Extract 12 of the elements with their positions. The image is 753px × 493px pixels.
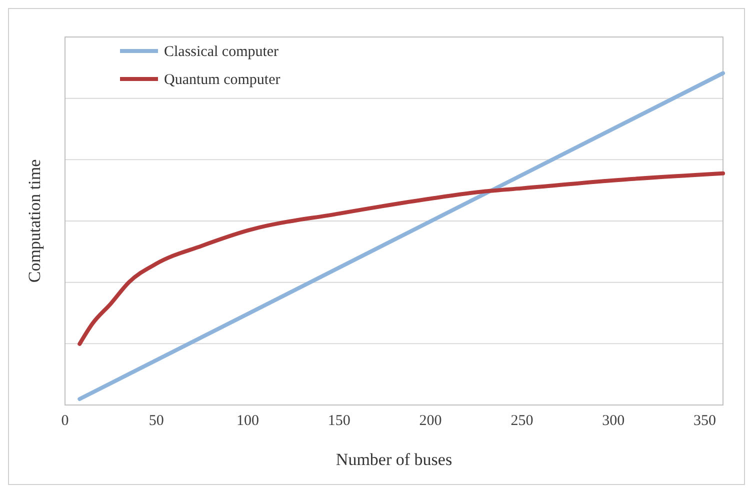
legend-label: Quantum computer: [164, 72, 280, 88]
x-tick-label: 350: [693, 413, 716, 429]
y-axis-title: Computation time: [25, 159, 44, 283]
x-tick-label: 0: [61, 413, 69, 429]
x-tick-label: 150: [328, 413, 350, 429]
x-tick-label: 200: [419, 413, 442, 429]
x-tick-label: 250: [510, 413, 534, 429]
x-axis-title: Number of buses: [336, 450, 452, 469]
x-tick-label: 300: [602, 413, 625, 429]
x-tick-label: 50: [148, 413, 164, 429]
legend-label: Classical computer: [164, 44, 279, 60]
x-tick-label: 100: [236, 413, 260, 429]
